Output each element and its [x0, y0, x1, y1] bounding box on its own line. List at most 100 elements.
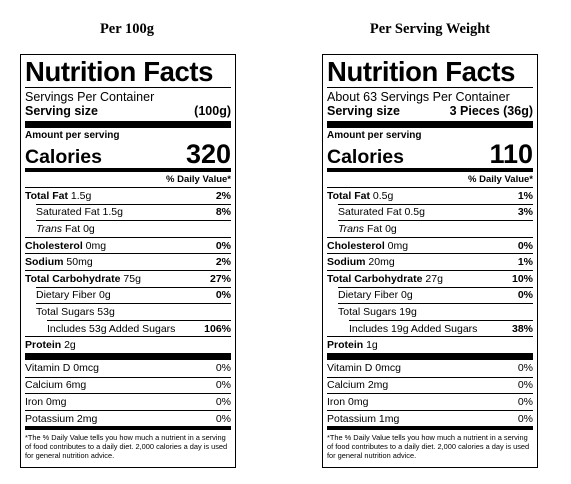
nutrient-name: Sodium [327, 256, 366, 269]
nutrient-amount: 2g [61, 339, 76, 352]
nutrient-row-trans-fat: Trans Fat 0g [36, 220, 231, 237]
nutrient-name: Cholesterol [25, 239, 83, 252]
vitamin-label: Potassium 2mg [25, 412, 98, 425]
nutrient-dv: 3% [517, 206, 533, 219]
thick-divider [327, 352, 533, 360]
nutrient-name: Sodium [25, 256, 64, 269]
nutrient-label: Saturated Fat 0.5g [338, 206, 425, 219]
nutrient-label: Includes 19g Added Sugars [349, 322, 478, 335]
daily-value-footnote: *The % Daily Value tells you how much a … [25, 433, 228, 461]
amount-per-serving: Amount per serving [327, 130, 422, 141]
serving-size-value: (100g) [194, 104, 231, 118]
serving-size-row: Serving size 3 Pieces (36g) [327, 104, 533, 119]
vitamin-label: Potassium 1mg [327, 412, 400, 425]
nutrient-row-cholesterol: Cholesterol 0mg 0% [25, 236, 231, 254]
vitamin-label: Iron 0mg [25, 395, 67, 408]
nutrient-name: Total Carbohydrate [25, 272, 121, 285]
nutrient-row-added-sugars: Includes 53g Added Sugars 106% [47, 319, 231, 337]
nutrient-amount: 20mg [365, 256, 395, 269]
vitamin-label: Vitamin D 0mcg [327, 362, 401, 375]
nutrient-amount: 27g [422, 272, 443, 285]
vitamin-row: Vitamin D 0mcg 0% [327, 360, 533, 377]
nutrient-row-sodium: Sodium 20mg 1% [327, 253, 533, 270]
serving-size-label: Serving size [327, 104, 400, 118]
calories-label: Calories [327, 146, 404, 168]
nutrient-name: Protein [25, 339, 62, 352]
nutrient-dv: 2% [215, 256, 231, 269]
nutrient-label: Saturated Fat 1.5g [36, 206, 123, 219]
vitamins-section: Vitamin D 0mcg 0% Calcium 6mg 0% Iron 0m… [25, 360, 231, 426]
vitamin-dv: 0% [215, 395, 231, 408]
medium-divider [327, 168, 533, 172]
vitamin-row: Calcium 2mg 0% [327, 376, 533, 394]
vitamin-dv: 0% [215, 379, 231, 392]
nutrient-label: Total Sugars 53g [36, 305, 115, 318]
vitamin-label: Iron 0mg [327, 395, 369, 408]
nutrient-dv: 10% [511, 272, 533, 285]
column-heading-per-100g: Per 100g [99, 21, 155, 37]
nutrient-dv: 0% [517, 289, 533, 302]
nutrient-row-sodium: Sodium 50mg 2% [25, 253, 231, 270]
servings-per-container: About 63 Servings Per Container [327, 90, 510, 104]
calories-row: Calories 320 [25, 139, 231, 169]
nutrient-row-dietary-fiber: Dietary Fiber 0g 0% [338, 286, 533, 304]
nutrient-row-total-carbohydrate: Total Carbohydrate 27g 10% [327, 269, 533, 287]
nutrient-row-total-carbohydrate: Total Carbohydrate 75g 27% [25, 269, 231, 287]
nutrient-row-saturated-fat: Saturated Fat 0.5g 3% [338, 203, 533, 221]
servings-per-container: Servings Per Container [25, 90, 155, 104]
vitamin-dv: 0% [517, 395, 533, 408]
nutrient-dv: 1% [517, 189, 533, 202]
nutrient-dv: 0% [215, 289, 231, 302]
trans-italic: Trans [36, 222, 63, 235]
amount-per-serving: Amount per serving [25, 130, 120, 141]
nutrient-dv: 8% [215, 206, 231, 219]
nutrient-label: Total Sugars 19g [338, 305, 417, 318]
nutrient-amount: 1.5g [67, 189, 92, 202]
medium-divider [25, 168, 231, 172]
nutrient-name: Total Carbohydrate [327, 272, 423, 285]
daily-value-header: % Daily Value* [166, 174, 231, 185]
calories-value: 320 [185, 139, 231, 169]
nutrient-name: Protein [327, 339, 364, 352]
daily-value-footnote: *The % Daily Value tells you how much a … [327, 433, 530, 461]
nutrient-name: Total Fat [327, 189, 370, 202]
nutrient-row-cholesterol: Cholesterol 0mg 0% [327, 236, 533, 254]
calories-label: Calories [25, 146, 102, 168]
nutrient-label: Dietary Fiber 0g [338, 289, 413, 302]
nutrient-name: Total Fat [25, 189, 68, 202]
nutrient-row-protein: Protein 1g [327, 336, 533, 353]
thick-divider [25, 121, 231, 128]
nutrient-amount: 50mg [63, 256, 93, 269]
nutrition-facts-title: Nutrition Facts [25, 56, 214, 87]
thick-divider [25, 352, 231, 360]
nutrient-amount: 0mg [384, 239, 409, 252]
nutrient-dv: 106% [204, 322, 231, 335]
nutrient-dv: 0% [517, 239, 533, 252]
nutrient-amount: 75g [120, 272, 141, 285]
nutrient-dv: 0% [215, 239, 231, 252]
nutrient-row-total-sugars: Total Sugars 53g [36, 303, 231, 320]
nutrient-amount: 1g [363, 339, 378, 352]
serving-size-value: 3 Pieces (36g) [449, 104, 533, 118]
nutrient-dv: 38% [511, 322, 533, 335]
vitamin-row: Calcium 6mg 0% [25, 376, 231, 394]
nutrient-row-total-sugars: Total Sugars 19g [338, 303, 533, 320]
calories-row: Calories 110 [327, 139, 533, 169]
nutrition-label-per-100g: Nutrition Facts Servings Per Container S… [20, 54, 236, 468]
nutrient-row-added-sugars: Includes 19g Added Sugars 38% [349, 319, 533, 337]
serving-size-row: Serving size (100g) [25, 104, 231, 119]
nutrient-amount: 0mg [82, 239, 107, 252]
calories-value: 110 [489, 139, 533, 169]
vitamin-row: Potassium 1mg 0% [327, 409, 533, 427]
nutrient-row-dietary-fiber: Dietary Fiber 0g 0% [36, 286, 231, 304]
nutrition-facts-title: Nutrition Facts [327, 56, 516, 87]
nutrient-row-saturated-fat: Saturated Fat 1.5g 8% [36, 203, 231, 221]
nutrition-label-per-serving: Nutrition Facts About 63 Servings Per Co… [322, 54, 538, 468]
nutrient-dv: 2% [215, 189, 231, 202]
vitamin-label: Vitamin D 0mcg [25, 362, 99, 375]
vitamin-dv: 0% [215, 412, 231, 425]
vitamin-label: Calcium 2mg [327, 379, 389, 392]
vitamin-dv: 0% [517, 362, 533, 375]
vitamin-dv: 0% [215, 362, 231, 375]
column-heading-per-serving: Per Serving Weight [369, 21, 491, 37]
